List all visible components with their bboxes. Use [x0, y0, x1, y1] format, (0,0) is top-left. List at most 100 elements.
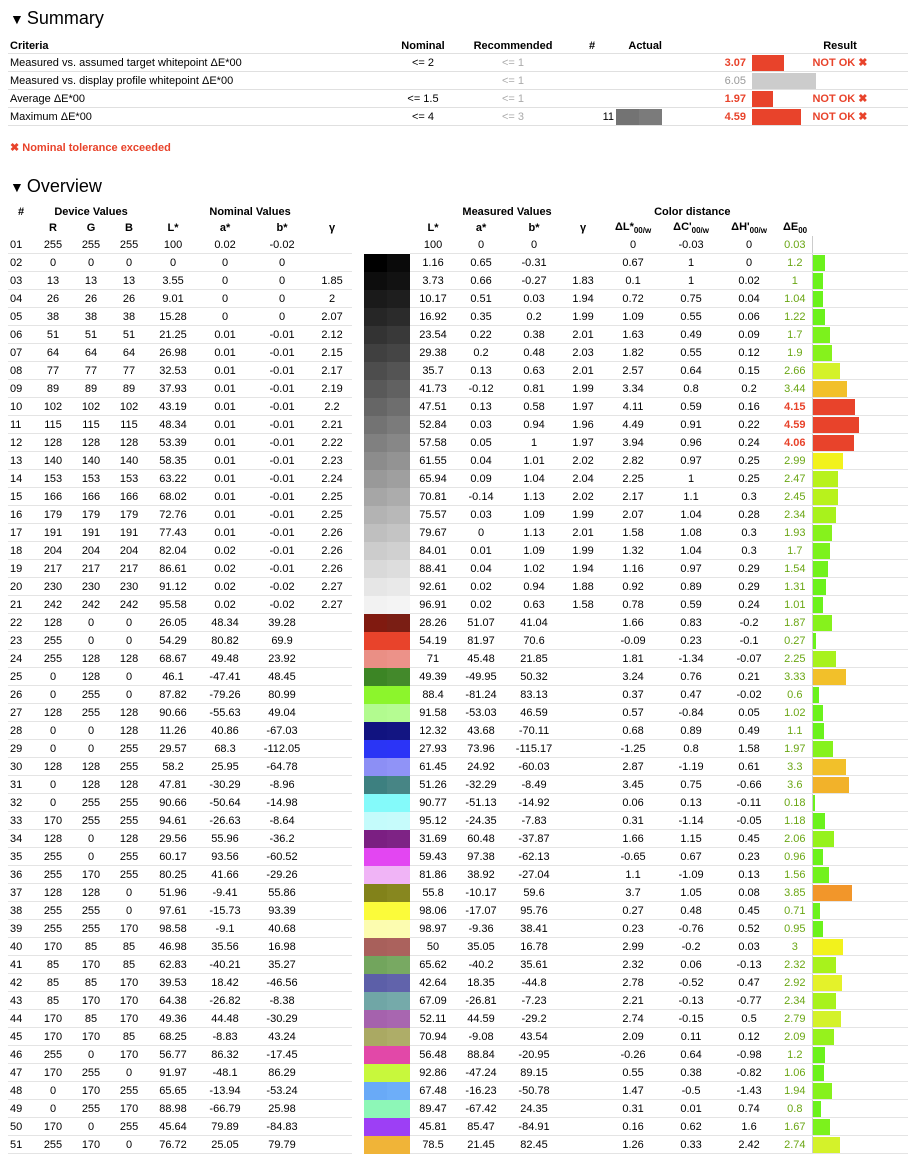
- device-g: 204: [72, 541, 110, 560]
- device-r: 0: [34, 1099, 72, 1118]
- device-r: 51: [34, 325, 72, 344]
- delta-e: 0.8: [778, 1099, 813, 1118]
- table-row: 08 77 77 77 32.53 0.01 -0.01 2.17 35.7 0.13 0.63 2.…: [8, 361, 909, 380]
- patch-num: 28: [8, 721, 34, 740]
- measured-l: 45.81: [410, 1117, 457, 1136]
- device-g: 255: [72, 901, 110, 920]
- measured-a: 44.59: [456, 1009, 507, 1028]
- delta-e: 1.1: [778, 721, 813, 740]
- summary-heading[interactable]: ▼ Summary: [10, 8, 104, 29]
- measured-gamma: [562, 901, 605, 920]
- swatch-measured: [387, 361, 411, 380]
- delta-h: 2.42: [720, 1135, 779, 1154]
- swatch-nominal: [364, 361, 388, 380]
- nominal-l: 32.53: [148, 361, 199, 380]
- delta-c: -0.2: [662, 937, 721, 956]
- delta-l: 3.24: [604, 667, 663, 686]
- device-r: 128: [34, 613, 72, 632]
- patch-num: 33: [8, 811, 34, 830]
- table-row: 20 230 230 230 91.12 0.02 -0.02 2.27 92.61 0.02 0.…: [8, 577, 909, 596]
- delta-e: 1.97: [778, 739, 813, 758]
- patch-num: 13: [8, 451, 34, 470]
- delta-h: 0.45: [720, 829, 779, 848]
- device-b: 0: [110, 1135, 149, 1154]
- delta-e: 2.32: [778, 955, 813, 974]
- nominal-b: -0.01: [252, 433, 313, 452]
- patch-num: 11: [8, 415, 34, 434]
- measured-gamma: [562, 991, 605, 1010]
- device-b: 26: [110, 289, 149, 308]
- measured-a: 45.48: [456, 649, 507, 668]
- device-r: 166: [34, 487, 72, 506]
- delta-e-bar: [813, 992, 836, 1009]
- measured-gamma: [562, 937, 605, 956]
- nominal-b: -0.01: [252, 451, 313, 470]
- device-r: 85: [34, 955, 72, 974]
- delta-l: 1.32: [604, 541, 663, 560]
- swatch-measured: [387, 955, 411, 974]
- device-r: 230: [34, 577, 72, 596]
- delta-c: 0.64: [662, 361, 721, 380]
- measured-l: 3.73: [410, 271, 457, 290]
- delta-c: -1.14: [662, 811, 721, 830]
- delta-e-bar: [813, 344, 832, 361]
- delta-h: 0.24: [720, 595, 779, 614]
- nominal-gamma: 2.25: [312, 505, 353, 524]
- table-row: 15 166 166 166 68.02 0.01 -0.01 2.25 70.81 -0.14 1…: [8, 487, 909, 506]
- nominal-l: 82.04: [148, 541, 199, 560]
- nominal-l: 26.05: [148, 613, 199, 632]
- measured-a: 0: [456, 523, 507, 542]
- result: NOT OK ✖: [772, 107, 908, 126]
- nominal-l: 72.76: [148, 505, 199, 524]
- delta-l: 1.81: [604, 649, 663, 668]
- device-b: 85: [110, 1027, 149, 1046]
- patch-num: 40: [8, 937, 34, 956]
- measured-b: -60.03: [506, 757, 563, 776]
- table-row: 19 217 217 217 86.61 0.02 -0.01 2.26 88.41 0.04 1.…: [8, 559, 909, 578]
- device-g: 128: [72, 757, 110, 776]
- swatch-nominal: [364, 379, 388, 398]
- measured-gamma: 1.99: [562, 307, 605, 326]
- delta-h: 0: [720, 236, 779, 254]
- measured-gamma: [562, 703, 605, 722]
- device-b: 0: [110, 883, 149, 902]
- table-row: 02 0 0 0 0 0 0 1.16 0.65 -0.31 0.67 1 0 1.2: [8, 253, 909, 272]
- measured-b: 0.94: [506, 415, 563, 434]
- device-r: 0: [34, 739, 72, 758]
- device-r: 170: [34, 1063, 72, 1082]
- measured-b: -84.91: [506, 1117, 563, 1136]
- delta-e: 2.45: [778, 487, 813, 506]
- patch-num: [568, 53, 616, 72]
- delta-c: 1.04: [662, 541, 721, 560]
- delta-c: -1.19: [662, 757, 721, 776]
- measured-a: 85.47: [456, 1117, 507, 1136]
- measured-gamma: 1.99: [562, 379, 605, 398]
- nominal-b: -0.02: [252, 577, 313, 596]
- nominal-a: 0.01: [198, 397, 253, 416]
- nominal-l: 54.29: [148, 631, 199, 650]
- device-r: 170: [34, 1117, 72, 1136]
- measured-l: 88.41: [410, 559, 457, 578]
- patch-num: 09: [8, 379, 34, 398]
- table-row: 50 170 0 255 45.64 79.89 -84.83 45.81 85.47 -84.9…: [8, 1117, 909, 1136]
- nominal-l: 29.56: [148, 829, 199, 848]
- delta-h: 0.02: [720, 271, 779, 290]
- delta-e-bar: [813, 1136, 840, 1153]
- col-measured-a: a*: [475, 222, 487, 234]
- nominal-gamma: [312, 901, 353, 920]
- swatch-pair: [616, 107, 664, 126]
- swatch-nominal: [364, 523, 388, 542]
- delta-e-bar: [813, 560, 828, 577]
- nominal-l: 77.43: [148, 523, 199, 542]
- swatch-measured: [387, 631, 411, 650]
- delta-c: 0.38: [662, 1063, 721, 1082]
- swatch-nominal: [364, 631, 388, 650]
- swatch-nominal: [364, 1117, 388, 1136]
- nominal-a: 0.01: [198, 343, 253, 362]
- patch-num: 20: [8, 577, 34, 596]
- swatch-measured: [387, 1117, 411, 1136]
- overview-heading[interactable]: ▼ Overview: [10, 176, 102, 197]
- device-r: 204: [34, 541, 72, 560]
- nominal-a: 49.48: [198, 649, 253, 668]
- measured-b: 24.35: [506, 1099, 563, 1118]
